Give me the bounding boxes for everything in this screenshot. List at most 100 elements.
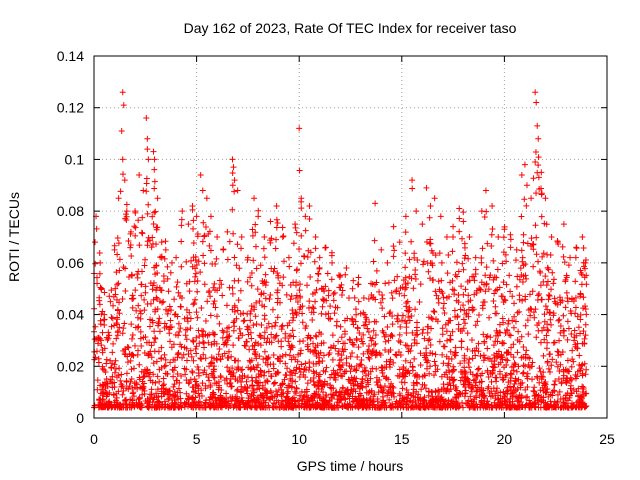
data-point [506, 272, 513, 279]
data-point [390, 253, 397, 260]
data-point [123, 379, 130, 386]
data-point [259, 392, 266, 399]
data-point [111, 361, 118, 368]
data-point [101, 311, 108, 318]
data-point [175, 289, 182, 296]
data-point [310, 368, 317, 375]
data-point [233, 387, 240, 394]
data-point [424, 403, 431, 410]
data-point [542, 380, 549, 387]
data-point [190, 254, 197, 261]
data-point [290, 367, 297, 374]
data-point [153, 294, 160, 301]
data-point [215, 378, 222, 385]
data-point [153, 263, 160, 270]
data-point [269, 403, 276, 410]
data-point [535, 320, 542, 327]
data-point [175, 385, 182, 392]
data-point [524, 375, 531, 382]
data-point [478, 397, 485, 404]
data-point [475, 348, 482, 355]
data-point [400, 364, 407, 371]
y-tick-label: 0 [76, 410, 84, 426]
data-point [540, 374, 547, 381]
data-point [326, 397, 333, 404]
data-point [137, 404, 144, 411]
data-point [467, 393, 474, 400]
data-point [97, 284, 104, 291]
data-point [498, 293, 505, 300]
data-point [266, 237, 273, 244]
data-point [452, 404, 459, 411]
data-point [379, 295, 386, 302]
data-point [111, 246, 118, 253]
data-point [168, 307, 175, 314]
data-point [151, 178, 158, 185]
data-point [330, 342, 337, 349]
data-point [248, 335, 255, 342]
data-point [387, 309, 394, 316]
data-point [94, 280, 101, 287]
data-point [500, 364, 507, 371]
data-point [578, 270, 585, 277]
data-point [263, 279, 270, 286]
data-point [521, 196, 528, 203]
data-point [230, 164, 237, 171]
data-point [462, 252, 469, 259]
data-point [507, 244, 514, 251]
data-point [571, 334, 578, 341]
data-point [438, 288, 445, 295]
data-point [223, 302, 230, 309]
data-point [324, 270, 331, 277]
data-point [253, 320, 260, 327]
data-point [481, 281, 488, 288]
data-point [461, 357, 468, 364]
data-point [244, 278, 251, 285]
data-point [353, 311, 360, 318]
data-point [423, 184, 430, 191]
data-point [96, 249, 103, 256]
data-point [135, 323, 142, 330]
data-point [341, 330, 348, 337]
data-point [254, 361, 261, 368]
data-point [116, 267, 123, 274]
data-point [216, 346, 223, 353]
data-point [306, 359, 313, 366]
data-point [273, 202, 280, 209]
data-point [224, 337, 231, 344]
data-point [291, 388, 298, 395]
data-point [366, 396, 373, 403]
data-point [188, 257, 195, 264]
data-point [114, 306, 121, 313]
data-point [119, 330, 126, 337]
data-point [274, 270, 281, 277]
data-point [457, 390, 464, 397]
data-point [473, 290, 480, 297]
data-point [354, 281, 361, 288]
data-point [99, 329, 106, 336]
data-point [529, 376, 536, 383]
data-point [307, 274, 314, 281]
data-point [272, 245, 279, 252]
data-point [293, 385, 300, 392]
data-point [465, 381, 472, 388]
data-point [116, 365, 123, 372]
data-point [320, 352, 327, 359]
data-point [187, 402, 194, 409]
data-point [440, 305, 447, 312]
data-point [414, 256, 421, 263]
data-point [183, 336, 190, 343]
data-point [158, 344, 165, 351]
data-point [507, 391, 514, 397]
data-point [551, 381, 558, 388]
data-point [337, 323, 344, 330]
data-point [427, 275, 434, 282]
data-point [550, 280, 557, 287]
data-point [138, 229, 145, 236]
data-point [99, 402, 106, 409]
data-point [543, 282, 550, 289]
data-point [156, 315, 163, 322]
data-point [249, 232, 256, 239]
data-point [98, 285, 105, 292]
data-point [253, 299, 260, 306]
